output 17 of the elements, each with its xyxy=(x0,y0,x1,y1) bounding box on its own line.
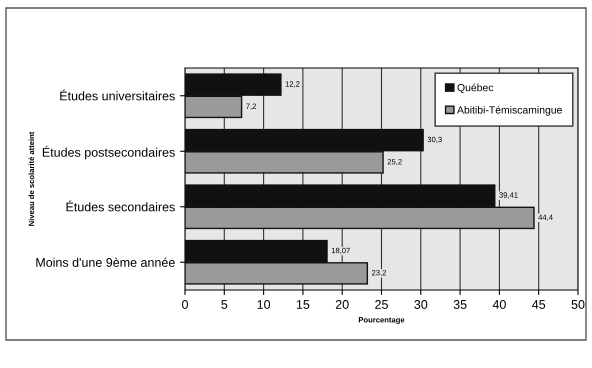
x-tick-label: 45 xyxy=(532,300,546,309)
legend-label: Abitibi-Témiscamingue xyxy=(457,106,562,116)
x-tick-label: 10 xyxy=(258,300,270,309)
y-tick-label: Études universitaires xyxy=(60,89,175,100)
x-tick-label: 15 xyxy=(296,300,310,309)
x-tick-label: 5 xyxy=(221,300,228,309)
x-tick-label: 50 xyxy=(572,300,584,309)
y-tick-label: Moins d'une 9ème année xyxy=(36,258,175,267)
x-tick-label: 0 xyxy=(182,300,188,309)
y-tick-label: Études secondaires xyxy=(66,200,175,212)
x-tick-label: 40 xyxy=(492,300,506,309)
x-tick-label: 25 xyxy=(375,300,388,309)
x-tick-label: 35 xyxy=(454,300,467,309)
x-tick-label: 30 xyxy=(414,300,428,309)
legend-label: Québec xyxy=(458,84,494,94)
x-tick-label: 20 xyxy=(336,300,349,309)
y-tick-label: Études postsecondaires xyxy=(42,146,175,160)
